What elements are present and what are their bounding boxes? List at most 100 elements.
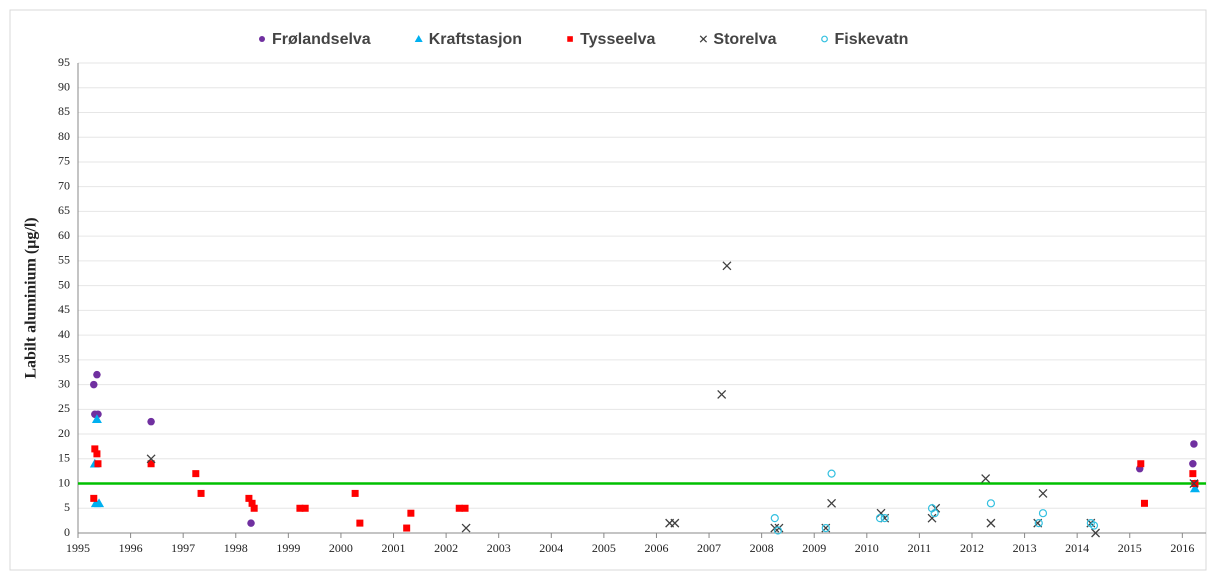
point xyxy=(986,499,996,508)
point xyxy=(986,518,996,528)
point xyxy=(455,504,463,512)
x-tick-label: 2006 xyxy=(644,541,668,555)
legend-label: Storelva xyxy=(713,31,776,48)
y-tick-label: 40 xyxy=(58,327,70,341)
y-tick-label: 60 xyxy=(58,228,70,242)
point xyxy=(981,474,991,484)
legend-marker xyxy=(699,35,708,43)
point xyxy=(147,417,155,426)
point xyxy=(461,504,469,512)
point xyxy=(1038,509,1048,518)
point xyxy=(821,523,830,533)
x-tick-label: 2012 xyxy=(960,541,984,555)
y-tick-label: 95 xyxy=(58,55,70,69)
y-tick-label: 0 xyxy=(64,525,70,539)
legend-label: Tysseelva xyxy=(580,31,655,48)
x-tick-label: 2015 xyxy=(1118,541,1142,555)
x-tick-label: 2002 xyxy=(434,541,458,555)
point xyxy=(91,445,99,453)
x-tick-label: 1999 xyxy=(276,541,300,555)
x-tick-label: 2010 xyxy=(855,541,879,555)
point xyxy=(827,469,836,478)
y-tick-label: 70 xyxy=(58,178,70,192)
chart-border xyxy=(9,9,1207,571)
y-tick-label: 90 xyxy=(58,79,70,93)
legend-label: Frølandselva xyxy=(272,31,371,48)
point xyxy=(356,519,364,527)
point xyxy=(670,518,680,528)
point xyxy=(301,504,309,512)
point xyxy=(94,498,105,508)
point xyxy=(351,489,359,497)
point xyxy=(197,489,205,497)
x-tick-label: 2011 xyxy=(908,541,932,555)
x-tick-label: 2003 xyxy=(487,541,511,555)
point xyxy=(296,504,304,512)
point xyxy=(90,494,98,502)
y-tick-label: 80 xyxy=(58,129,70,143)
point xyxy=(1191,480,1199,488)
point xyxy=(930,509,939,518)
point xyxy=(722,261,732,271)
y-tick-label: 10 xyxy=(58,475,70,489)
y-tick-label: 15 xyxy=(58,451,70,465)
legend-label: Kraftstasjon xyxy=(429,31,522,48)
legend-label: Fiskevatn xyxy=(835,31,909,48)
x-tick-label: 2004 xyxy=(539,541,563,555)
x-tick-label: 2000 xyxy=(329,541,353,555)
point xyxy=(827,498,837,508)
point xyxy=(146,454,156,464)
point xyxy=(407,509,415,517)
x-tick-label: 1998 xyxy=(224,541,248,555)
point xyxy=(461,523,471,533)
point xyxy=(94,460,102,468)
y-axis-label: Labilt aluminium (µg/l) xyxy=(23,217,40,378)
point xyxy=(1189,483,1200,493)
x-tick-label: 2005 xyxy=(592,541,616,555)
point xyxy=(247,519,255,527)
point xyxy=(1189,459,1197,468)
point xyxy=(403,524,411,532)
y-tick-label: 65 xyxy=(58,203,70,217)
point xyxy=(1189,470,1197,478)
x-tick-label: 2013 xyxy=(1013,541,1037,555)
point xyxy=(1189,479,1199,488)
y-tick-label: 85 xyxy=(58,104,70,118)
y-tick-label: 55 xyxy=(58,253,70,267)
x-tick-label: 2016 xyxy=(1170,541,1194,555)
point xyxy=(773,526,783,535)
point xyxy=(1089,521,1099,530)
point xyxy=(250,504,258,512)
point xyxy=(875,514,885,523)
legend-marker xyxy=(414,35,423,42)
point xyxy=(93,450,101,458)
legend-marker xyxy=(821,35,828,43)
legend-marker xyxy=(259,36,265,42)
point xyxy=(245,494,253,502)
point xyxy=(717,390,727,399)
point xyxy=(1034,519,1043,528)
point xyxy=(91,414,102,423)
y-tick-label: 25 xyxy=(58,401,70,415)
y-tick-label: 45 xyxy=(58,302,70,316)
point xyxy=(876,508,886,518)
point xyxy=(192,470,200,478)
point xyxy=(90,380,98,389)
x-tick-label: 2009 xyxy=(802,541,826,555)
x-tick-label: 1996 xyxy=(119,541,143,555)
x-tick-label: 1997 xyxy=(171,541,195,555)
y-tick-label: 50 xyxy=(58,277,70,291)
y-tick-label: 35 xyxy=(58,352,70,366)
point xyxy=(248,499,256,507)
point xyxy=(1091,528,1101,538)
point xyxy=(927,504,937,513)
x-tick-label: 2007 xyxy=(697,541,721,555)
point xyxy=(147,460,155,468)
x-tick-label: 2008 xyxy=(750,541,774,555)
point xyxy=(93,370,101,379)
point xyxy=(927,513,937,523)
point xyxy=(1038,488,1048,498)
y-tick-label: 30 xyxy=(58,376,70,390)
point xyxy=(770,514,779,523)
